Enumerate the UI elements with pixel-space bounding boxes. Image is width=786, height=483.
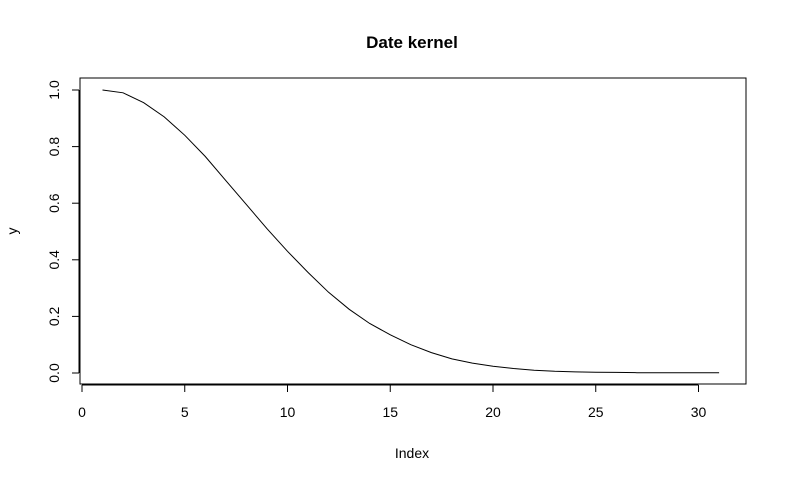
y-axis-label: y xyxy=(4,228,20,235)
plot-frame xyxy=(80,78,746,384)
x-tick-label: 5 xyxy=(181,404,189,420)
y-tick-label: 0.2 xyxy=(46,306,62,326)
x-tick-label: 30 xyxy=(691,404,707,420)
series-line xyxy=(103,90,720,373)
x-tick-label: 20 xyxy=(485,404,501,420)
y-tick-label: 1.0 xyxy=(46,80,62,100)
y-tick-label: 0.8 xyxy=(46,137,62,157)
chart-title: Date kernel xyxy=(366,33,458,52)
y-tick-label: 0.4 xyxy=(46,250,62,270)
y-tick-label: 0.0 xyxy=(46,363,62,383)
x-tick-label: 15 xyxy=(382,404,398,420)
x-axis: 0 5 10 15 20 25 30 xyxy=(78,385,706,420)
x-axis-label: Index xyxy=(395,445,429,461)
x-tick-label: 25 xyxy=(588,404,604,420)
x-tick-label: 10 xyxy=(280,404,296,420)
x-tick-label: 0 xyxy=(78,404,86,420)
y-tick-label: 0.6 xyxy=(46,193,62,213)
series-layer xyxy=(103,90,720,373)
y-axis: 0.0 0.2 0.4 0.6 0.8 1.0 xyxy=(46,80,79,383)
